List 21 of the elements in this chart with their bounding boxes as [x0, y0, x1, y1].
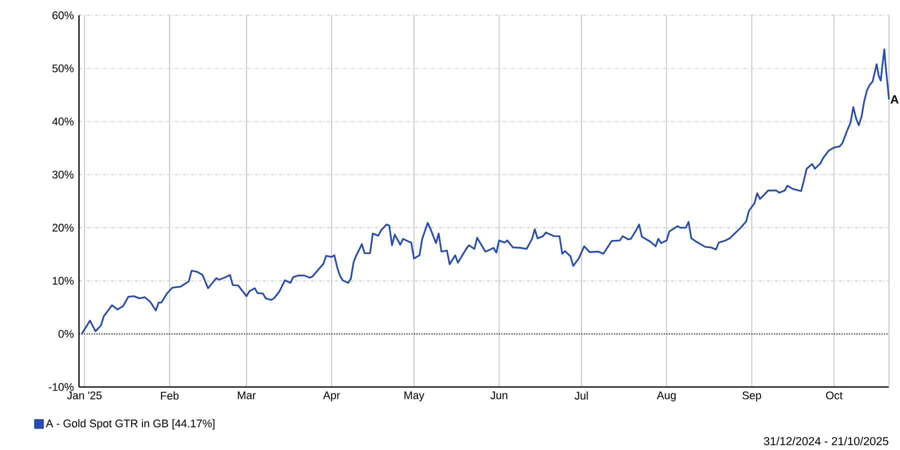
x-tick-label: Mar [238, 392, 256, 400]
x-tick-label: Sep [742, 392, 762, 402]
x-tick-label: Jul [574, 392, 588, 400]
y-tick-label: 40% [52, 118, 74, 126]
x-tick-label: Feb [161, 392, 179, 400]
x-tick-label: Jun [490, 392, 508, 400]
y-tick-label: 20% [52, 224, 74, 232]
text: 31/12/2024 - 21/10/2025 [764, 436, 888, 446]
y-tick-label: 30% [52, 170, 74, 178]
legend-label: A - Gold Spot GTR in GB [44.17%] [46, 419, 214, 430]
y-tick-label: -10% [48, 383, 74, 391]
y-tick-label: 10% [52, 276, 74, 285]
y-tick-label: 60% [52, 11, 74, 20]
x-tick-label: May [404, 392, 424, 402]
x-tick-label: Aug [656, 392, 676, 402]
y-tick-label: 0% [58, 330, 74, 338]
y-tick-label: 50% [52, 64, 74, 72]
x-tick-label: Apr [323, 392, 340, 402]
x-tick-label: Oct [826, 392, 843, 400]
x-tick-label: Jan '25 [67, 392, 102, 400]
annotation: A [890, 95, 899, 104]
